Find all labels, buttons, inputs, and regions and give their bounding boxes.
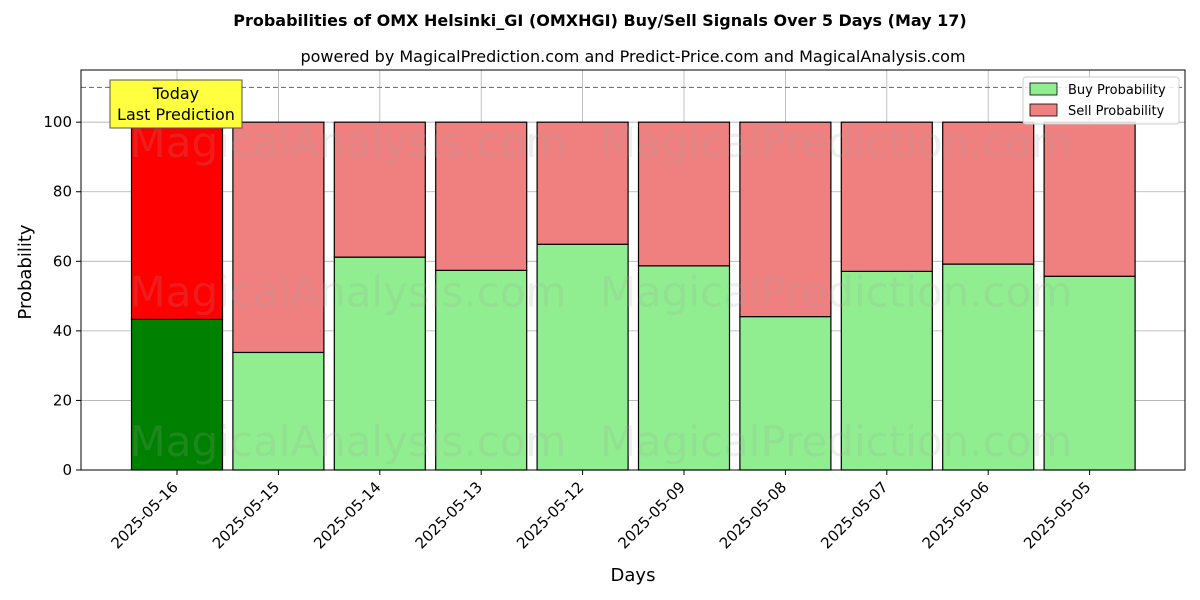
y-tick-label: 0 — [62, 461, 72, 479]
bars-layer — [130, 121, 1136, 471]
plot-frame — [80, 69, 1186, 471]
annotation-line1: Today — [152, 84, 199, 103]
sell-bar — [637, 121, 731, 267]
y-tick-label: 60 — [53, 252, 72, 270]
sell-bar — [333, 121, 426, 258]
legend-frame — [1022, 76, 1180, 125]
buy-bar — [130, 318, 224, 471]
x-tick-label: 2025-05-09 — [614, 478, 688, 552]
y-tick-label: 80 — [53, 183, 72, 201]
y-axis-label: Probability — [15, 224, 36, 319]
annotation-box — [109, 79, 243, 129]
sell-bar — [1043, 121, 1136, 277]
sell-bar — [536, 121, 629, 245]
x-tick-label: 2025-05-08 — [716, 478, 790, 552]
watermark-text: MagicalAnalysis.com — [130, 417, 567, 466]
x-tick-label: 2025-05-14 — [310, 478, 384, 552]
x-axis-label: Days — [611, 565, 656, 586]
x-tick-label: 2025-05-05 — [1020, 478, 1094, 552]
legend-swatch-sell — [1029, 103, 1058, 117]
sell-bar — [130, 121, 224, 320]
buy-bar — [637, 265, 731, 471]
legend-label-buy: Buy Probability — [1068, 83, 1166, 98]
chart-subtitle: powered by MagicalPrediction.com and Pre… — [300, 47, 965, 66]
watermark-text: MagicalPrediction.com — [600, 118, 1073, 167]
buy-bar — [942, 263, 1035, 471]
legend-label-sell: Sell Probability — [1068, 104, 1165, 119]
sell-bar — [942, 121, 1035, 265]
x-tick-label: 2025-05-16 — [107, 478, 181, 552]
legend-swatch-buy — [1029, 82, 1058, 96]
y-tick-label: 40 — [53, 322, 72, 340]
buy-bar — [536, 243, 629, 471]
sell-bar — [232, 121, 325, 354]
x-tick-label: 2025-05-12 — [513, 478, 587, 552]
watermark-text: MagicalPrediction.com — [600, 268, 1073, 317]
sell-bar — [435, 121, 528, 271]
y-tick-label: 20 — [53, 391, 72, 409]
buy-bar — [840, 270, 933, 471]
x-tick-label: 2025-05-13 — [412, 478, 486, 552]
x-tick-label: 2025-05-15 — [209, 478, 283, 552]
chart-title: Probabilities of OMX Helsinki_GI (OMXHGI… — [233, 11, 967, 30]
annotation-line2: Last Prediction — [117, 105, 235, 124]
buy-bar — [739, 316, 832, 471]
watermark-text: MagicalPrediction.com — [600, 417, 1073, 466]
y-tick-label: 100 — [43, 113, 72, 131]
buy-bar — [435, 269, 528, 471]
sell-bar — [739, 121, 832, 318]
x-tick-label: 2025-05-06 — [919, 478, 993, 552]
today-annotation: Today Last Prediction — [109, 79, 243, 129]
watermark-text: MagicalAnalysis.com — [130, 268, 567, 317]
legend: Buy Probability Sell Probability — [1022, 76, 1180, 125]
buy-bar — [1043, 275, 1136, 471]
buy-bar — [333, 256, 426, 471]
x-tick-label: 2025-05-07 — [817, 478, 891, 552]
sell-bar — [840, 121, 933, 272]
